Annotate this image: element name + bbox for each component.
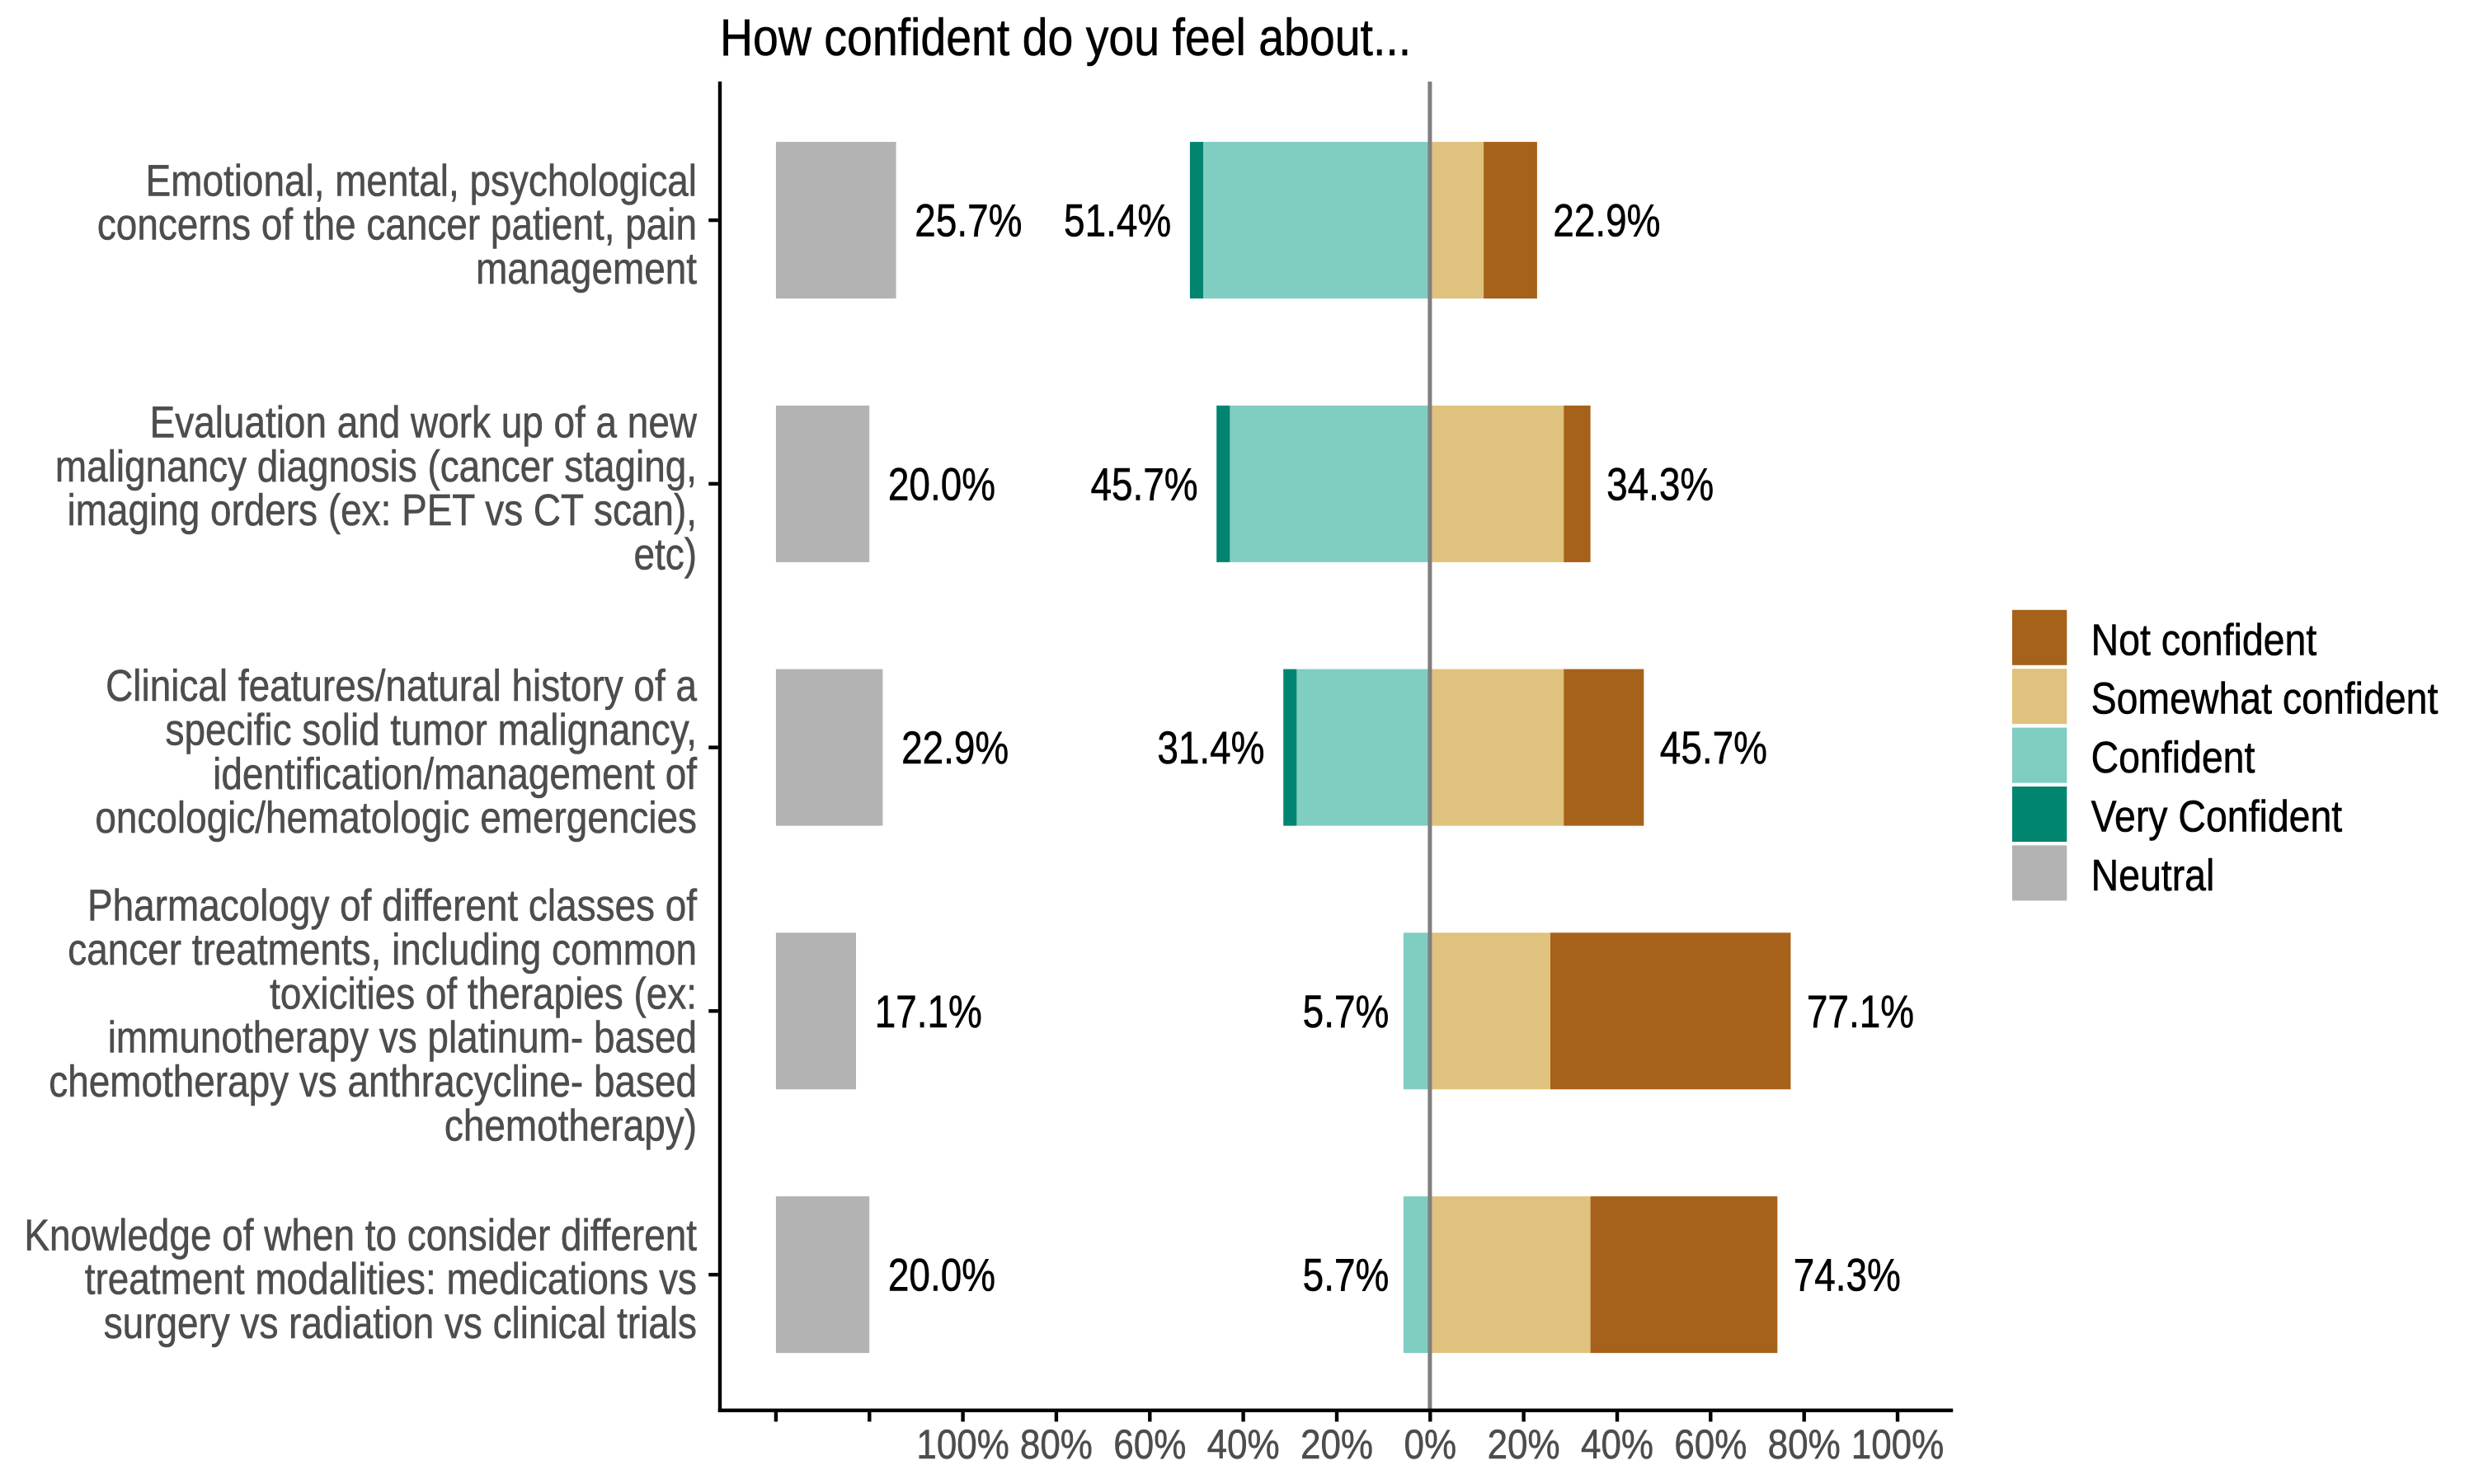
svg-text:100%: 100%: [1851, 1421, 1945, 1467]
svg-text:Pharmacology of different clas: Pharmacology of different classes of: [87, 881, 697, 930]
svg-text:surgery vs radiation vs clinic: surgery vs radiation vs clinical trials: [104, 1298, 697, 1348]
svg-text:immunotherapy vs platinum- bas: immunotherapy vs platinum- based: [108, 1012, 697, 1062]
svg-text:identification/management of: identification/management of: [213, 749, 697, 798]
svg-text:51.4%: 51.4%: [1064, 195, 1171, 246]
svg-text:imaging orders (ex: PET vs CT: imaging orders (ex: PET vs CT scan),: [68, 486, 697, 535]
svg-text:management: management: [476, 244, 697, 294]
svg-text:concerns of the cancer patient: concerns of the cancer patient, pain: [97, 200, 697, 249]
svg-text:etc): etc): [633, 529, 697, 579]
svg-text:20%: 20%: [1488, 1421, 1560, 1467]
svg-text:Evaluation and work up of a ne: Evaluation and work up of a new: [150, 397, 698, 447]
svg-text:77.1%: 77.1%: [1807, 985, 1914, 1036]
svg-text:Confident: Confident: [2091, 732, 2255, 782]
svg-text:malignancy diagnosis (cancer s: malignancy diagnosis (cancer staging,: [55, 441, 697, 491]
svg-text:Very Confident: Very Confident: [2091, 791, 2343, 841]
svg-text:74.3%: 74.3%: [1794, 1249, 1901, 1300]
svg-text:17.1%: 17.1%: [875, 985, 982, 1036]
svg-text:How confident do you feel abou: How confident do you feel about...: [720, 8, 1411, 67]
svg-text:Clinical features/natural hist: Clinical features/natural history of a: [106, 661, 697, 711]
svg-text:20.0%: 20.0%: [888, 458, 995, 510]
svg-text:Not confident: Not confident: [2091, 614, 2317, 665]
svg-text:60%: 60%: [1113, 1421, 1186, 1467]
svg-text:5.7%: 5.7%: [1303, 985, 1390, 1036]
svg-text:22.9%: 22.9%: [901, 722, 1009, 773]
svg-text:treatment modalities: medicati: treatment modalities: medications vs: [85, 1254, 697, 1303]
svg-text:45.7%: 45.7%: [1660, 722, 1767, 773]
svg-text:20.0%: 20.0%: [888, 1249, 995, 1300]
svg-text:80%: 80%: [1020, 1421, 1093, 1467]
svg-text:45.7%: 45.7%: [1090, 458, 1197, 510]
svg-text:100%: 100%: [916, 1421, 1009, 1467]
svg-text:5.7%: 5.7%: [1303, 1249, 1390, 1300]
svg-text:cancer treatments, including c: cancer treatments, including common: [68, 924, 697, 974]
svg-text:Neutral: Neutral: [2091, 850, 2215, 900]
svg-text:Somewhat confident: Somewhat confident: [2091, 673, 2439, 723]
svg-text:80%: 80%: [1768, 1421, 1841, 1467]
svg-text:0%: 0%: [1404, 1421, 1457, 1467]
svg-text:toxicities of therapies (ex:: toxicities of therapies (ex:: [270, 969, 697, 1018]
svg-text:20%: 20%: [1300, 1421, 1373, 1467]
svg-text:31.4%: 31.4%: [1157, 722, 1264, 773]
svg-text:60%: 60%: [1674, 1421, 1747, 1467]
svg-text:chemotherapy vs anthracycline-: chemotherapy vs anthracycline- based: [49, 1057, 697, 1106]
svg-text:25.7%: 25.7%: [915, 195, 1022, 246]
svg-text:Knowledge of when to consider: Knowledge of when to consider different: [24, 1210, 697, 1260]
svg-text:22.9%: 22.9%: [1553, 195, 1660, 246]
svg-text:oncologic/hematologic emergenc: oncologic/hematologic emergencies: [95, 793, 697, 843]
svg-text:chemotherapy): chemotherapy): [444, 1101, 697, 1150]
svg-text:34.3%: 34.3%: [1606, 458, 1714, 510]
svg-text:40%: 40%: [1581, 1421, 1653, 1467]
svg-text:specific solid tumor malignanc: specific solid tumor malignancy,: [165, 705, 697, 754]
svg-text:40%: 40%: [1207, 1421, 1280, 1467]
svg-text:Emotional, mental, psychologic: Emotional, mental, psychological: [146, 156, 697, 205]
